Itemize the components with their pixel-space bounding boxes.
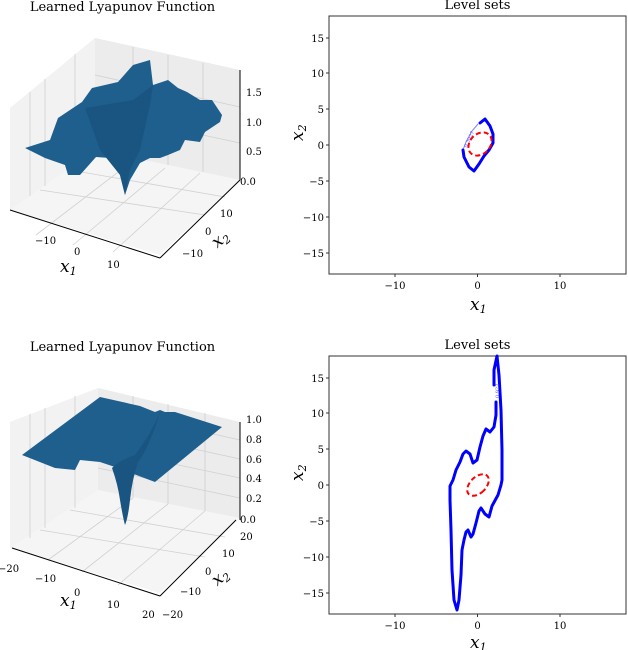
svg-text:15: 15 [311,34,324,45]
chart-title: Learned Lyapunov Function [29,0,216,15]
chart-title: Level sets [444,338,511,353]
svg-text:10: 10 [220,209,233,220]
svg-text:0: 0 [474,621,480,632]
panel-bottom-left: Learned Lyapunov Function 1.0 0.8 0.6 0.… [0,340,280,650]
svg-text:−10: −10 [303,553,324,564]
svg-text:−10: −10 [35,574,56,585]
svg-text:10: 10 [554,281,567,292]
svg-text:10: 10 [311,69,324,80]
x1-label: x1 [470,295,487,316]
svg-text:5: 5 [318,445,324,456]
surface-plot-3d: 1.5 1.0 0.5 0.0 −10 0 10 10 0 −10 x1 x2 [9,38,262,278]
svg-text:−5: −5 [309,517,324,528]
svg-text:0.8: 0.8 [246,435,262,446]
svg-text:0: 0 [74,588,80,599]
svg-text:0.923: 0.923 [495,384,501,398]
svg-text:−10: −10 [182,249,203,260]
svg-text:0: 0 [318,141,324,152]
surface-plot-3d: 1.0 0.8 0.6 0.4 0.2 0.0 20 10 0 −10 −20 … [0,388,262,621]
svg-text:−5: −5 [309,177,324,188]
panel-bottom-right: Level sets 15 10 5 0 −5 −10 −15 −10 0 10… [280,338,628,650]
svg-text:0.6: 0.6 [246,455,262,466]
svg-text:0.0: 0.0 [240,177,256,188]
svg-text:−20: −20 [0,564,19,575]
contour-plot: 15 10 5 0 −5 −10 −15 −10 0 10 x1 x2 0.92… [288,354,627,650]
x2-label: x2 [208,226,234,253]
svg-text:−10: −10 [384,281,405,292]
x2-label: x2 [288,124,309,141]
svg-text:0: 0 [74,247,80,258]
svg-text:0: 0 [205,227,211,238]
svg-text:1.5: 1.5 [246,88,262,99]
svg-text:−10: −10 [35,236,56,247]
x1-label: x1 [60,257,77,278]
panel-top-right: Level sets 15 10 5 0 −5 −10 −15 −10 0 10… [280,0,628,320]
svg-text:1.0: 1.0 [246,415,262,426]
svg-text:−20: −20 [162,610,183,621]
x2-label: x2 [208,564,234,591]
level-set-curve [461,117,495,173]
svg-text:0: 0 [474,281,480,292]
svg-text:0: 0 [318,481,324,492]
svg-text:0.2: 0.2 [246,494,262,505]
svg-text:5: 5 [318,105,324,116]
svg-text:−10: −10 [384,621,405,632]
x1-label: x1 [470,633,487,650]
panel-top-left: Learned Lyapunov Function 1.5 1.0 0.5 0.… [0,0,280,300]
chart-title: Learned Lyapunov Function [29,340,216,355]
svg-text:10: 10 [107,600,120,611]
svg-text:0.0: 0.0 [240,515,256,526]
svg-text:0.5: 0.5 [246,147,262,158]
svg-text:0: 0 [205,567,211,578]
level-set-curve [448,354,504,612]
contour-plot: 15 10 5 0 −5 −10 −15 −10 0 10 x1 x2 0.39… [288,15,627,316]
svg-text:20: 20 [240,532,253,543]
svg-text:−15: −15 [303,589,324,600]
svg-text:10: 10 [554,621,567,632]
chart-title: Level sets [444,0,511,13]
svg-text:0.4: 0.4 [246,474,262,485]
lyapunov-surface [22,397,222,482]
x2-label: x2 [288,464,309,481]
svg-text:10: 10 [222,549,235,560]
svg-text:10: 10 [107,260,120,271]
svg-text:−15: −15 [303,249,324,260]
svg-text:−10: −10 [180,587,201,598]
svg-text:−10: −10 [303,213,324,224]
svg-text:15: 15 [311,374,324,385]
svg-text:20: 20 [142,610,155,621]
svg-text:10: 10 [311,409,324,420]
svg-text:1.0: 1.0 [246,118,262,129]
